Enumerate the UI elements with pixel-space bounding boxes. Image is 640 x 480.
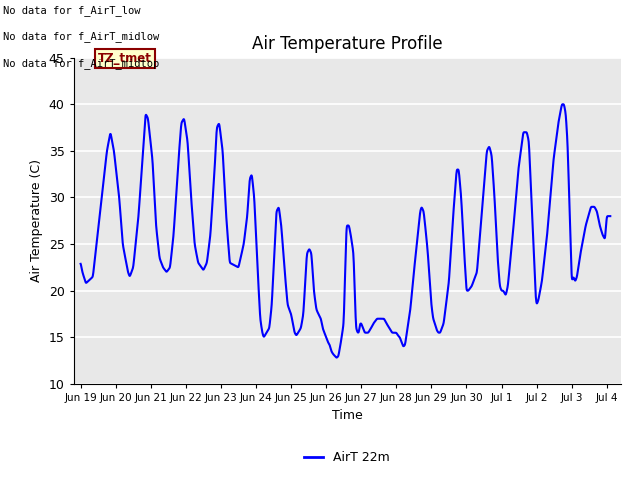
Text: TZ_tmet: TZ_tmet bbox=[98, 52, 152, 65]
Text: No data for f_AirT_low: No data for f_AirT_low bbox=[3, 5, 141, 16]
Y-axis label: Air Temperature (C): Air Temperature (C) bbox=[30, 159, 43, 282]
X-axis label: Time: Time bbox=[332, 408, 363, 421]
Legend: AirT 22m: AirT 22m bbox=[300, 446, 395, 469]
Text: No data for f_AirT_midtop: No data for f_AirT_midtop bbox=[3, 58, 159, 69]
Text: No data for f_AirT_midlow: No data for f_AirT_midlow bbox=[3, 31, 159, 42]
Title: Air Temperature Profile: Air Temperature Profile bbox=[252, 35, 442, 53]
